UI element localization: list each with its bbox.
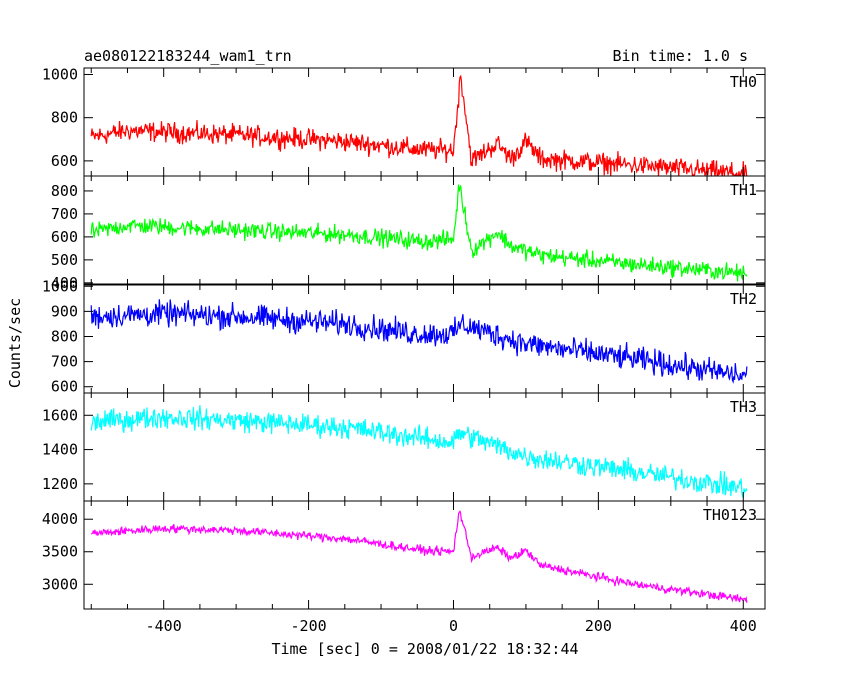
panels-layer: 600 800 1000 TH0 400 500 600 700 800 TH1 600 700 800… bbox=[42, 65, 766, 610]
x-tick-label: -400 bbox=[146, 617, 182, 635]
y-tick-label: 4000 bbox=[42, 510, 78, 528]
series-line-th3 bbox=[90, 405, 748, 499]
y-tick-label: 3000 bbox=[42, 575, 78, 593]
series-label-th2: TH2 bbox=[730, 290, 757, 308]
series-line-th0 bbox=[90, 74, 748, 176]
x-axis-label: Time [sec] 0 = 2008/01/22 18:32:44 bbox=[271, 640, 578, 658]
y-tick-label: 800 bbox=[51, 109, 78, 127]
series-line-th1 bbox=[90, 184, 748, 282]
y-tick-label: 600 bbox=[51, 228, 78, 246]
x-tick-label: 400 bbox=[730, 617, 757, 635]
series-line-th0123 bbox=[90, 510, 748, 603]
x-tick-label: 200 bbox=[585, 617, 612, 635]
y-tick-label: 1400 bbox=[42, 441, 78, 459]
panel-frame bbox=[83, 175, 766, 285]
panel-frame bbox=[83, 67, 766, 177]
y-tick-label: 900 bbox=[51, 302, 78, 320]
panel-th1: 400 500 600 700 800 TH1 bbox=[51, 175, 766, 292]
y-tick-label: 700 bbox=[51, 205, 78, 223]
y-tick-label: 700 bbox=[51, 353, 78, 371]
panel-frame bbox=[83, 500, 766, 610]
y-tick-label: 600 bbox=[51, 152, 78, 170]
x-tick-label: 0 bbox=[449, 617, 458, 635]
panel-th3: 1200 1400 1600 TH3 bbox=[42, 392, 766, 502]
y-tick-label: 3500 bbox=[42, 543, 78, 561]
x-axis-tick-labels: -400 -200 0 200 400 bbox=[146, 617, 757, 635]
y-tick-label: 1000 bbox=[42, 65, 78, 83]
y-tick-label: 800 bbox=[51, 327, 78, 345]
y-tick-label: 800 bbox=[51, 182, 78, 200]
y-tick-label: 1200 bbox=[42, 475, 78, 493]
series-line-th2 bbox=[90, 299, 748, 384]
series-label-th0: TH0 bbox=[730, 73, 757, 91]
y-axis-label: Counts/sec bbox=[6, 298, 24, 388]
panel-th0: 600 800 1000 TH0 bbox=[42, 65, 766, 177]
chart-title-right: Bin time: 1.0 s bbox=[613, 47, 748, 65]
y-tick-label: 1600 bbox=[42, 406, 78, 424]
chart-title-left: ae080122183244_wam1_trn bbox=[84, 47, 292, 65]
series-label-th0123: TH0123 bbox=[703, 506, 757, 524]
y-tick-label: 600 bbox=[51, 378, 78, 396]
series-label-th3: TH3 bbox=[730, 398, 757, 416]
panel-th2: 600 700 800 900 1000 TH2 bbox=[42, 277, 766, 396]
series-label-th1: TH1 bbox=[730, 181, 757, 199]
y-tick-label: 400 bbox=[51, 274, 78, 292]
panel-th0123: 3000 3500 4000 TH0123 bbox=[42, 500, 766, 610]
panel-frame bbox=[83, 392, 766, 502]
y-tick-label: 500 bbox=[51, 251, 78, 269]
y-tick-label: 1000 bbox=[42, 277, 78, 295]
x-tick-label: -200 bbox=[291, 617, 327, 635]
